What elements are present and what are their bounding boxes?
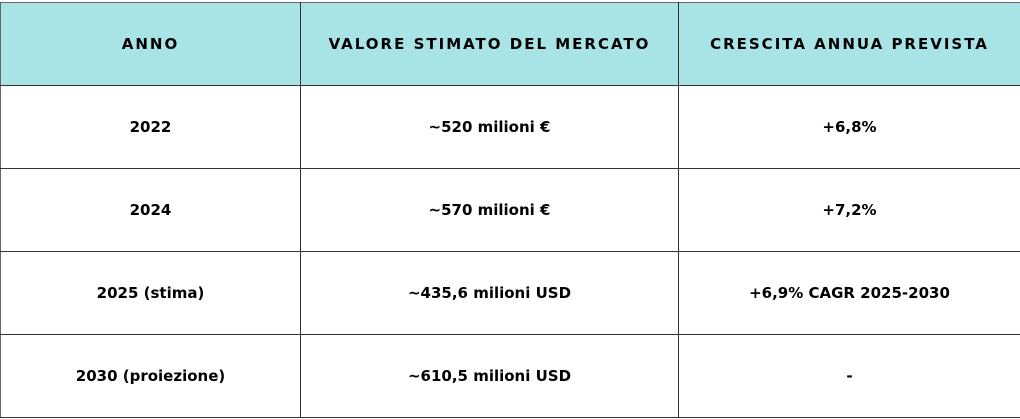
cell-anno: 2030 (proiezione) [0, 334, 301, 418]
cell-valore: ~520 milioni € [300, 85, 679, 169]
cell-valore: ~610,5 milioni USD [300, 334, 679, 418]
cell-crescita: +6,8% [678, 85, 1020, 169]
cell-anno: 2022 [0, 85, 301, 169]
cell-crescita: +6,9% CAGR 2025-2030 [678, 251, 1020, 335]
header-valore: VALORE STIMATO DEL MERCATO [300, 2, 679, 86]
table-row: 2030 (proiezione) ~610,5 milioni USD - [0, 334, 1020, 418]
cell-valore: ~435,6 milioni USD [300, 251, 679, 335]
header-anno: ANNO [0, 2, 301, 86]
cell-crescita: - [678, 334, 1020, 418]
cell-anno: 2024 [0, 168, 301, 252]
header-row: ANNO VALORE STIMATO DEL MERCATO CRESCITA… [0, 2, 1020, 86]
cell-valore: ~570 milioni € [300, 168, 679, 252]
table-row: 2025 (stima) ~435,6 milioni USD +6,9% CA… [0, 251, 1020, 335]
cell-anno: 2025 (stima) [0, 251, 301, 335]
table-row: 2022 ~520 milioni € +6,8% [0, 85, 1020, 169]
cell-crescita: +7,2% [678, 168, 1020, 252]
table-row: 2024 ~570 milioni € +7,2% [0, 168, 1020, 252]
header-crescita: CRESCITA ANNUA PREVISTA [678, 2, 1020, 86]
